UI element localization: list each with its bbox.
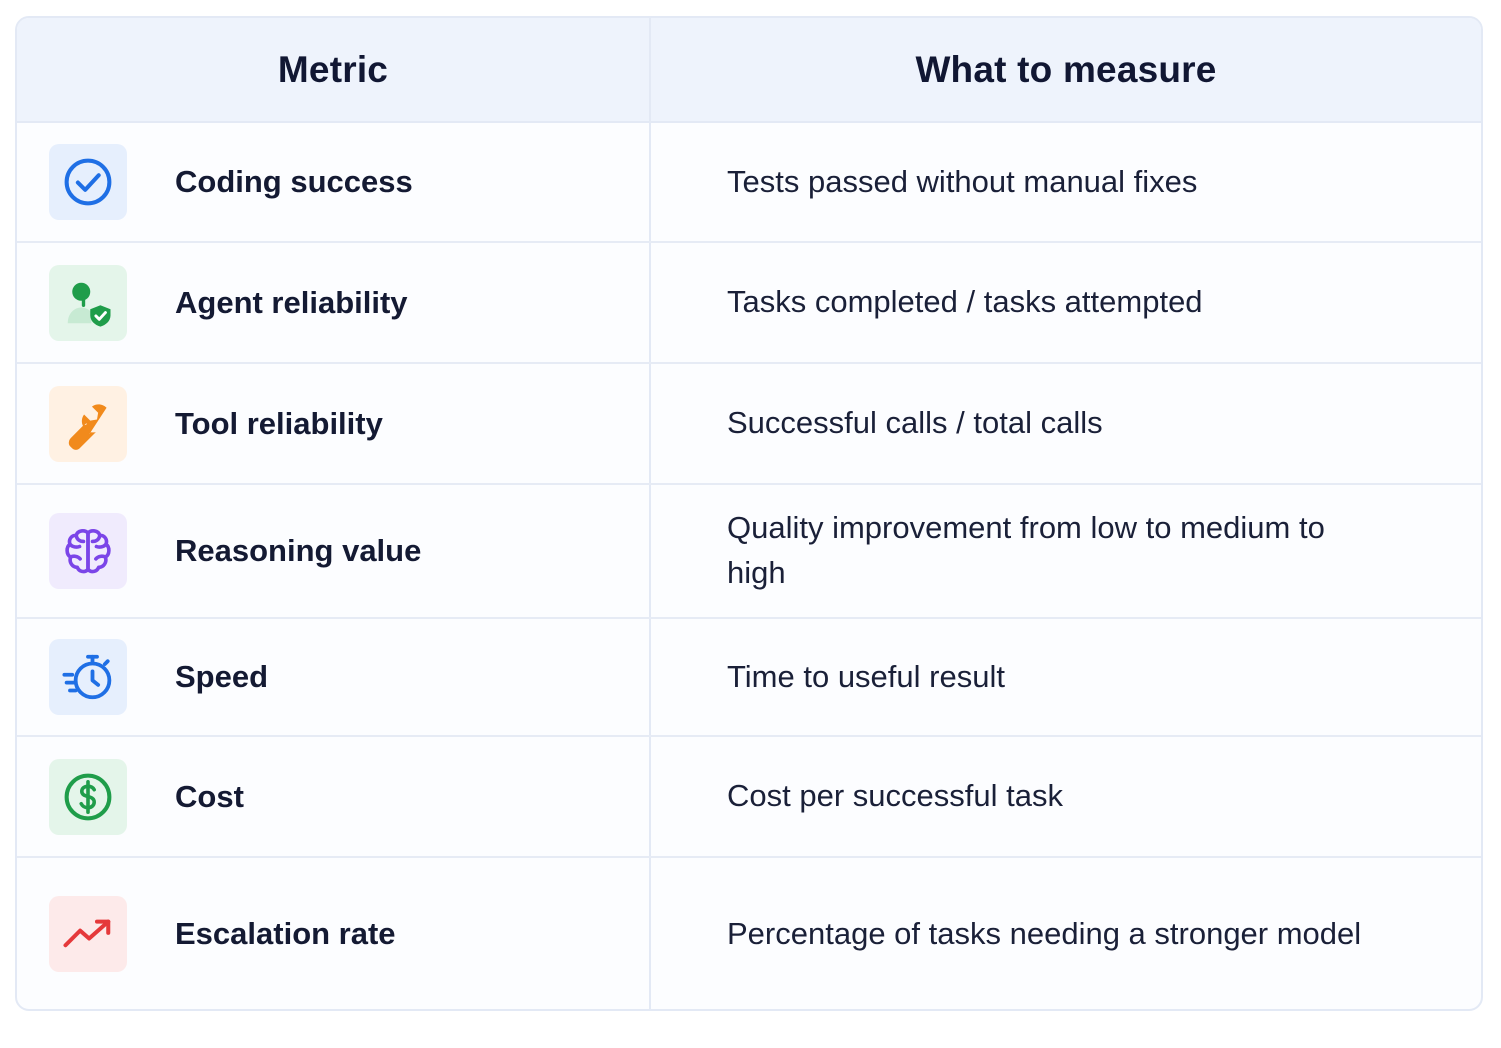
measure-cell: Tests passed without manual fixes bbox=[651, 123, 1481, 241]
icon-tile bbox=[49, 385, 127, 462]
header-what-to-measure: What to measure bbox=[915, 48, 1217, 90]
measure-cell: Cost per successful task bbox=[651, 737, 1481, 856]
metric-cell: Speed bbox=[17, 619, 651, 735]
metric-cell: Agent reliability bbox=[17, 243, 651, 362]
metric-cell: Escalation rate bbox=[17, 858, 651, 1009]
metric-cell: Reasoning value bbox=[17, 485, 651, 617]
icon-tile bbox=[49, 758, 127, 835]
table-row: Cost Cost per successful task bbox=[17, 737, 1481, 858]
table-row: Tool reliability Successful calls / tota… bbox=[17, 364, 1481, 485]
measure-text: Time to useful result bbox=[727, 658, 1005, 694]
person-shield-icon bbox=[67, 282, 111, 327]
icon-tile bbox=[49, 144, 127, 220]
metric-label: Tool reliability bbox=[175, 405, 383, 441]
metric-label: Coding success bbox=[175, 164, 413, 199]
measure-cell: Percentage of tasks needing a stronger m… bbox=[651, 858, 1481, 1009]
measure-cell: Time to useful result bbox=[651, 619, 1481, 735]
metric-label: Cost bbox=[175, 778, 244, 814]
metrics-table: Metric What to measure Coding success Te… bbox=[15, 16, 1483, 1011]
table-row: Coding success Tests passed without manu… bbox=[17, 123, 1481, 243]
measure-cell: Successful calls / total calls bbox=[651, 364, 1481, 483]
table-header-row: Metric What to measure bbox=[17, 18, 1481, 123]
table-row: Escalation rate Percentage of tasks need… bbox=[17, 858, 1481, 1009]
trend-up-icon bbox=[63, 919, 111, 947]
icon-tile bbox=[49, 639, 127, 715]
measure-cell: Tasks completed / tasks attempted bbox=[651, 243, 1481, 362]
measure-text: Percentage of tasks needing a stronger m… bbox=[727, 915, 1362, 951]
metric-cell: Tool reliability bbox=[17, 364, 651, 483]
header-metric: Metric bbox=[17, 18, 651, 121]
check-circle-icon bbox=[64, 158, 112, 206]
metric-cell: Coding success bbox=[17, 123, 651, 241]
stopwatch-icon bbox=[62, 654, 112, 700]
brain-icon bbox=[65, 529, 111, 574]
icon-tile bbox=[49, 264, 127, 341]
table-row: Agent reliability Tasks completed / task… bbox=[17, 243, 1481, 364]
measure-text: Tests passed without manual fixes bbox=[727, 163, 1198, 199]
metric-label: Escalation rate bbox=[175, 915, 396, 951]
table-row: Reasoning value Quality improvement from… bbox=[17, 485, 1481, 619]
metric-label: Agent reliability bbox=[175, 284, 408, 320]
metric-label: Speed bbox=[175, 659, 269, 694]
measure-text: Successful calls / total calls bbox=[727, 405, 1103, 441]
metric-cell: Cost bbox=[17, 737, 651, 856]
measure-text: Quality improvement from low to medium t… bbox=[727, 510, 1325, 590]
icon-tile bbox=[49, 895, 127, 972]
measure-text: Cost per successful task bbox=[727, 778, 1063, 814]
table-row: Speed Time to useful result bbox=[17, 619, 1481, 737]
wrench-icon bbox=[68, 403, 107, 450]
measure-cell: Quality improvement from low to medium t… bbox=[651, 485, 1481, 617]
measure-text: Tasks completed / tasks attempted bbox=[727, 284, 1203, 320]
icon-tile bbox=[49, 513, 127, 589]
metric-label: Reasoning value bbox=[175, 533, 422, 568]
dollar-circle-icon bbox=[64, 773, 112, 820]
